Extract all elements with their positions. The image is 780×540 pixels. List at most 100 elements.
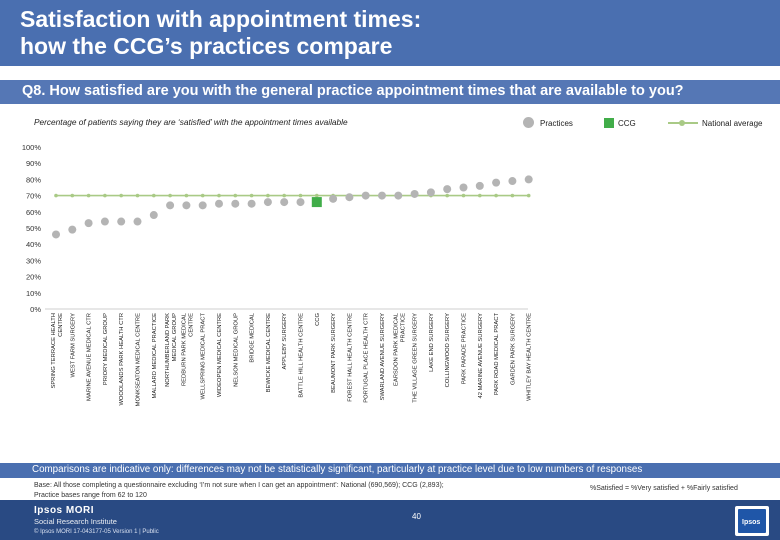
category-label: WHITLEY BAY HEALTH CENTRE (527, 313, 533, 401)
category-label-line: PARK ROAD MEDICAL PRACT (494, 313, 500, 396)
page-number: 40 (412, 512, 421, 521)
question-text: Q8. How satisfied are you with the gener… (22, 83, 684, 99)
practice-point (410, 189, 419, 198)
practice-point (149, 211, 158, 220)
category-label: BEAUMONT PARK SURGERY (331, 313, 337, 393)
category-label: SPRING TERRACE HEALTHCENTRE (51, 313, 64, 389)
category-label-line: CCG (315, 313, 321, 326)
category-label: WEST FARM SURGERY (70, 313, 76, 378)
practice-point (296, 198, 305, 207)
national-average-point (445, 193, 450, 198)
national-average-point (233, 193, 238, 198)
base-line-2: Practice bases range from 62 to 120 (34, 492, 147, 499)
practice-point (459, 183, 468, 192)
header-bar: Satisfaction with appointment times: how… (0, 0, 780, 66)
question-bar: Q8. How satisfied are you with the gener… (0, 80, 780, 104)
national-average-point (266, 193, 270, 198)
category-label: APPLEBY SURGERY (282, 313, 288, 370)
national-average-point (510, 193, 515, 198)
practice-point (361, 191, 370, 200)
legend-practices-label: Practices (540, 119, 573, 128)
ccg-point (311, 197, 322, 208)
practice-point (68, 225, 77, 234)
practice-point (117, 217, 126, 226)
category-label-line: MARINE AVENUE MEDICAL CTR (87, 313, 93, 401)
practice-point (231, 199, 240, 208)
practice-point (426, 188, 435, 197)
national-average-point (315, 193, 319, 198)
practice-point (492, 178, 501, 187)
base-line-1: Base: All those completing a questionnai… (34, 482, 444, 489)
ipsos-badge-icon: Ipsos (735, 506, 769, 536)
y-tick-label: 20% (26, 273, 41, 282)
category-label-line: PORTUGAL PLACE HEALTH CTR (364, 313, 370, 403)
category-label-line: LAKE END SURGERY (429, 313, 435, 372)
practice-point (247, 199, 256, 208)
category-label-line: MALLARD MEDICAL PRACTICE (152, 313, 158, 399)
category-label-line: BATTLE HILL HEALTH CENTRE (299, 313, 305, 398)
practice-point (198, 201, 207, 210)
y-tick-label: 90% (26, 159, 41, 168)
category-label: CCG (315, 313, 321, 326)
national-average-point (103, 193, 107, 198)
category-label: BATTLE HILL HEALTH CENTRE (299, 313, 305, 398)
legend-ccg-marker (604, 118, 614, 128)
category-label-line: PARK PARADE PRACTICE (462, 313, 468, 384)
practice-point (182, 201, 191, 210)
national-average-point (168, 193, 172, 198)
practice-point (52, 230, 60, 239)
category-label-line: WOODLANDS PARK HEALTH CTR (119, 313, 125, 406)
practice-point (166, 201, 175, 210)
category-label: COLLINGWOOD SURGERY (445, 313, 451, 387)
category-label-line: REDBURN PARK MEDICAL (181, 312, 187, 386)
category-label-line: BRIDGE MEDICAL (250, 312, 256, 362)
national-average-point (70, 193, 75, 198)
national-average-point (282, 193, 287, 198)
category-label: EARSDON PARK MEDICALPRACTICE (393, 312, 406, 386)
category-label-line: MONKSEATON MEDICAL CENTRE (136, 313, 142, 406)
national-average-point (119, 193, 123, 198)
ipsos-badge-inner: Ipsos (738, 509, 766, 533)
y-tick-label: 80% (26, 175, 41, 184)
national-average-point (54, 193, 58, 198)
practice-point (100, 217, 109, 226)
practice-point (475, 181, 484, 190)
category-label: NELSON MEDICAL GROUP (233, 313, 239, 387)
category-label-line: APPLEBY SURGERY (282, 313, 288, 370)
ipsos-badge-text: Ipsos (742, 519, 761, 526)
y-tick-label: 10% (26, 289, 41, 298)
y-tick-label: 0% (30, 305, 41, 314)
national-average-point (461, 193, 466, 198)
base-note: Base: All those completing a questionnai… (34, 481, 494, 501)
category-label-line: CENTRE (58, 313, 64, 337)
satisfied-formula: %Satisfied = %Very satisfied + %Fairly s… (590, 485, 738, 492)
category-label-line: NORTHUMBERLAND PARK (165, 313, 171, 387)
logo-title: Ipsos MORI (34, 505, 95, 516)
national-average-point (200, 193, 205, 198)
category-label-line: CENTRE (188, 313, 194, 337)
category-label-line: PRIORY MEDICAL GROUP (103, 313, 109, 385)
practice-point (280, 198, 289, 207)
category-label-line: WEST FARM SURGERY (70, 313, 76, 378)
national-average-point (249, 193, 254, 198)
category-label: FOREST HALL HEALTH CENTRE (347, 313, 353, 402)
category-label: BRIDGE MEDICAL (250, 312, 256, 362)
national-average-point (217, 193, 221, 198)
y-tick-label: 50% (26, 224, 41, 233)
category-label-line: 42 MARINE AVENUE SURGERY (478, 313, 484, 399)
copyright-text: © Ipsos MORI 17-043177-05 Version 1 | Pu… (34, 529, 159, 535)
category-label: SWARLAND AVENUE SURGERY (380, 313, 386, 401)
category-label-line: WELLSPRING MEDICAL PRACT (201, 313, 207, 400)
practice-point (84, 219, 93, 228)
national-average-point (494, 193, 498, 198)
category-label-line: MEDICAL GROUP (172, 313, 178, 362)
national-average-point (152, 193, 156, 198)
practice-point (394, 191, 403, 200)
category-label-line: PRACTICE (400, 313, 406, 342)
practice-point (329, 194, 338, 203)
category-label-line: BEWICKE MEDICAL CENTRE (266, 313, 272, 392)
scatter-chart: 0% 10% 20% 30% 40% 50% 60% 70% 80% 90% 100% SPRING … (22, 143, 533, 406)
slide-title: Satisfaction with appointment times: how… (20, 6, 422, 59)
y-tick-label: 60% (26, 208, 41, 217)
y-tick-label: 100% (22, 143, 42, 152)
